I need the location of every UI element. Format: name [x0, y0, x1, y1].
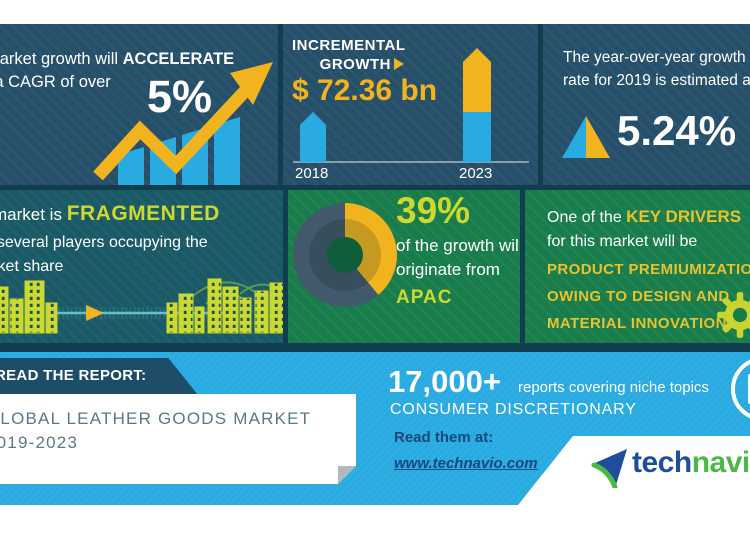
incremental-title-line1: INCREMENTAL [292, 37, 406, 54]
read-them-at-label: Read them at: [394, 429, 494, 446]
triangle-up-icon [562, 116, 610, 158]
panel-yoy: The year-over-year growth rate for 2019 … [543, 24, 750, 185]
apac-value: 39% [396, 190, 471, 231]
key-drivers-bold: KEY DRIVERS [626, 207, 742, 226]
incremental-title-text: GROWTH [319, 56, 391, 73]
apac-region: APAC [396, 287, 453, 308]
cagr-value: 5% [147, 71, 213, 122]
yoy-text-line2: rate for 2019 is estimated at [563, 72, 750, 89]
report-badge-icon [731, 357, 750, 421]
bar-label-2023: 2023 [459, 165, 493, 182]
panel-incremental-growth: INCREMENTAL GROWTH $ 72.36 bn 2018 2023 [283, 24, 538, 185]
category-label: CONSUMER DISCRETIONARY [390, 401, 637, 418]
fragmented-bold: FRAGMENTED [66, 202, 220, 225]
incremental-value: $ 72.36 bn [292, 74, 438, 107]
report-title-line1: GLOBAL LEATHER GOODS MARKET [0, 409, 312, 428]
key-drivers-line1: One of the KEY DRIVERS [547, 207, 741, 227]
yoy-text-line1: The year-over-year growth [563, 49, 746, 66]
technavio-wordmark: technavio [632, 446, 750, 480]
panel-apac: 39% of the growth will originate from AP… [288, 190, 520, 343]
fragmented-regular: market is [0, 205, 67, 224]
key-drivers-line3: PRODUCT PREMIUMIZATION [547, 261, 750, 278]
trend-arrow-icon [93, 62, 273, 181]
key-drivers-regular: One of the [547, 209, 627, 226]
key-drivers-line2: for this market will be [547, 233, 698, 250]
read-report-label: READ THE REPORT: [0, 367, 147, 384]
apac-line1: of the growth will [396, 236, 520, 255]
logo-tech: tech [632, 446, 692, 479]
arrow-right-icon [394, 58, 404, 70]
logo-navio: navio [691, 446, 750, 479]
panel-fragmented: market is FRAGMENTED with several player… [0, 190, 283, 343]
fragmented-line1: market is FRAGMENTED [0, 202, 220, 226]
read-report-banner: READ THE REPORT: [0, 358, 198, 395]
report-card [0, 394, 356, 484]
reports-count: 17,000+ [388, 364, 501, 399]
cagr-text-bold: ACCELERATE [122, 50, 235, 68]
fragmented-line2: with several players occupying the [0, 234, 208, 251]
cagr-text-regular: market growth will [0, 50, 119, 68]
technavio-plane-icon [591, 449, 627, 488]
report-title-line2: 2019-2023 [0, 433, 79, 452]
reports-count-caption: reports covering niche topics [518, 379, 709, 396]
donut-chart [293, 203, 397, 307]
technavio-logo: technavio [590, 446, 750, 490]
footer-band: READ THE REPORT: GLOBAL LEATHER GOODS MA… [0, 352, 750, 505]
report-title: GLOBAL LEATHER GOODS MARKET 2019-2023 [0, 407, 311, 455]
document-icon [748, 374, 750, 404]
cagr-text-line1: market growth will ACCELERATE [0, 50, 234, 69]
panel-key-drivers: One of the KEY DRIVERS for this market w… [525, 190, 750, 343]
fragmented-line3: market share [0, 258, 64, 275]
cagr-text-line2: at a CAGR of over [0, 73, 111, 91]
cagr-bars-chart [93, 62, 273, 185]
buildings-illustration [0, 278, 283, 334]
yoy-value: 5.24% [617, 107, 737, 154]
key-drivers-line4: OWING TO DESIGN AND [547, 288, 730, 305]
key-drivers-line5: MATERIAL INNOVATION [547, 315, 727, 332]
incremental-growth-chart [293, 48, 529, 163]
arrow-right-icon [86, 305, 104, 321]
incremental-title-line2: GROWTH [292, 56, 404, 73]
card-fold-corner [338, 466, 356, 484]
technavio-url-link[interactable]: www.technavio.com [394, 455, 538, 472]
gear-icon [717, 292, 750, 338]
apac-line2: originate from [396, 260, 500, 279]
logo-wedge: technavio [518, 436, 750, 505]
bar-label-2018: 2018 [295, 165, 329, 182]
panel-cagr: market growth will ACCELERATE at a CAGR … [0, 24, 278, 185]
